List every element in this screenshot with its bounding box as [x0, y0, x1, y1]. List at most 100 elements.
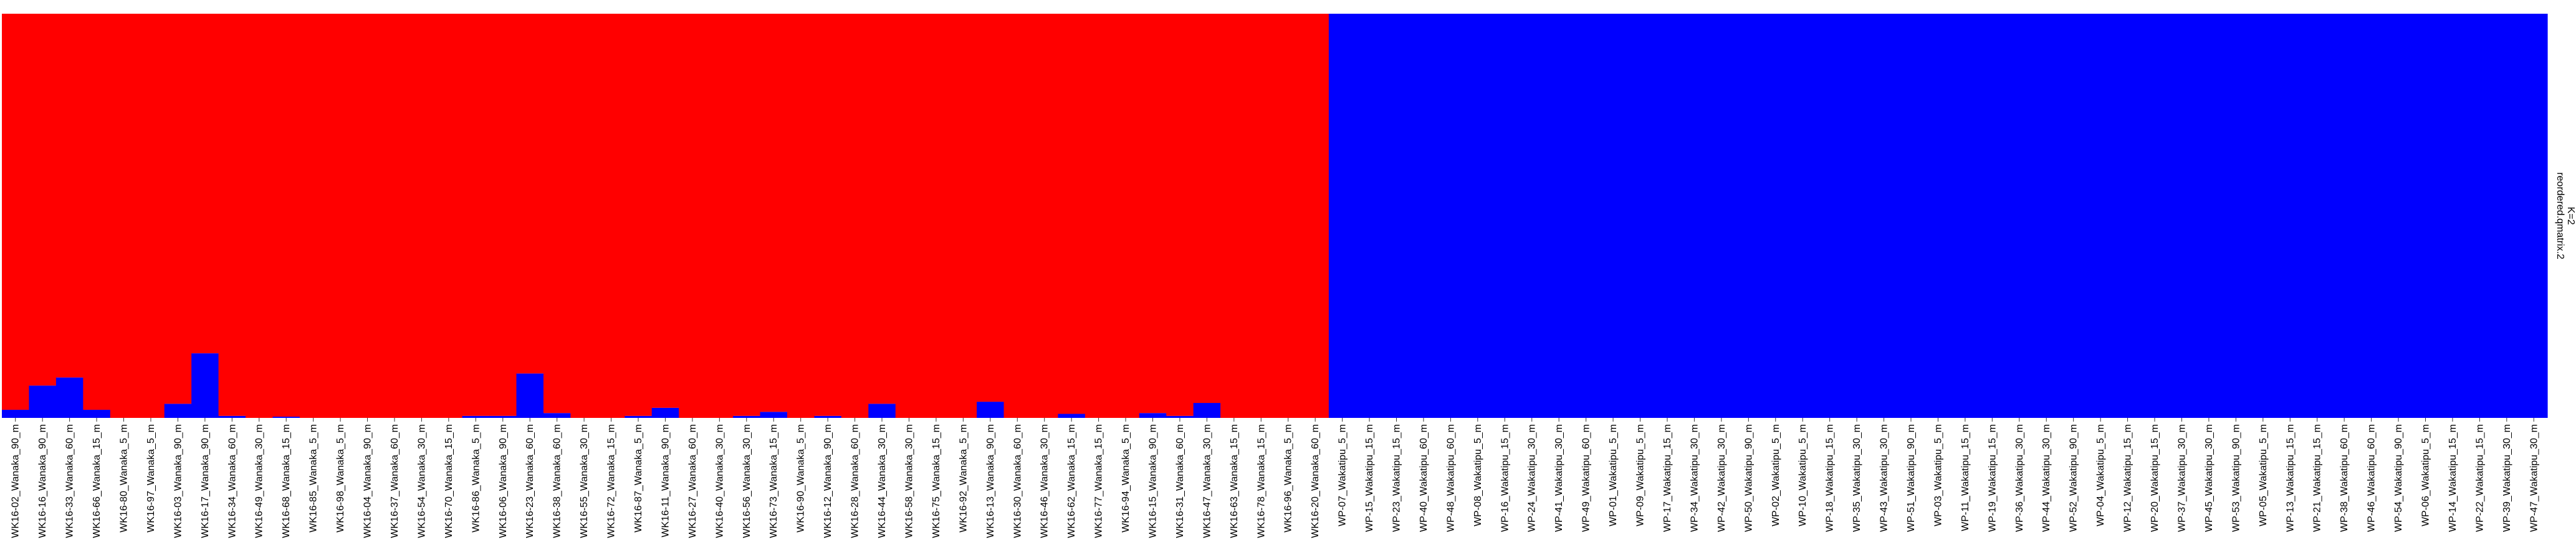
bar-segment-cluster1-WK16-72_Wanaka_15_m	[597, 14, 625, 418]
bar-segment-cluster2-WK16-73_Wanaka_15_m	[760, 412, 788, 418]
facet-strip-background	[2549, 14, 2576, 418]
bar-segment-cluster1-WK16-11_Wanaka_90_m	[651, 14, 679, 408]
x-tick-label: WP-53_Wakatipu_90_m	[2231, 424, 2241, 532]
bar-segment-cluster2-WP-40_Wakatipu_60_m	[1410, 14, 1438, 418]
x-tick-label: WK16-37_Wanaka_60_m	[390, 424, 400, 538]
bar-segment-cluster2-WP-16_Wakatipu_15_m	[1491, 14, 1519, 418]
x-tick-label: WP-36_Wakatipu_30_m	[2014, 424, 2025, 532]
bar-segment-cluster1-WK16-49_Wanaka_30_m	[246, 14, 274, 418]
x-tick-label: WK16-04_Wanaka_90_m	[363, 424, 373, 538]
x-tick-label: WK16-56_Wanaka_30_m	[742, 424, 752, 538]
x-tick-label: WK16-86_Wanaka_5_m	[471, 424, 481, 533]
x-tick-label: WP-34_Wakatipu_30_m	[1689, 424, 1700, 532]
x-tick-label: WP-13_Wakatipu_15_m	[2285, 424, 2296, 532]
bar-segment-cluster1-WK16-15_Wanaka_90_m	[1139, 14, 1167, 414]
x-tick-label: WK16-27_Wanaka_60_m	[687, 424, 698, 538]
x-tick-label: WK16-17_Wanaka_90_m	[200, 424, 211, 538]
x-tick-label: WK16-96_Wanaka_5_m	[1283, 424, 1294, 533]
bar-segment-cluster1-WK16-56_Wanaka_30_m	[733, 14, 761, 416]
bar-segment-cluster1-WK16-46_Wanaka_30_m	[1030, 14, 1059, 418]
x-tick-label: WP-21_Wakatipu_15_m	[2312, 424, 2323, 532]
bar-segment-cluster2-WP-11_Wakatipu_15_m	[1951, 14, 1980, 418]
bar-segment-cluster1-WK16-28_Wanaka_60_m	[841, 14, 869, 418]
bar-segment-cluster2-WP-07_Wakatipu_5_m	[1328, 14, 1356, 418]
bar-segment-cluster2-WP-45_Wakatipu_30_m	[2195, 14, 2223, 418]
bar-segment-cluster2-WP-39_Wakatipu_30_m	[2493, 14, 2521, 418]
x-tick-label: WK16-90_Wanaka_5_m	[796, 424, 807, 533]
x-tick-label: WK16-31_Wanaka_60_m	[1175, 424, 1185, 538]
bar-segment-cluster2-WP-22_Wakatipu_15_m	[2466, 14, 2494, 418]
bar-segment-cluster2-WP-44_Wakatipu_30_m	[2033, 14, 2061, 418]
bar-segment-cluster2-WP-43_Wakatipu_30_m	[1870, 14, 1898, 418]
bar-segment-cluster1-WK16-34_Wanaka_60_m	[218, 14, 246, 416]
x-tick-label: WK16-16_Wanaka_90_m	[37, 424, 48, 538]
x-tick-label: WP-17_Wakatipu_15_m	[1662, 424, 1673, 532]
x-tick-label: WP-38_Wakatipu_60_m	[2339, 424, 2350, 532]
bar-segment-cluster2-WP-10_Wakatipu_5_m	[1789, 14, 1817, 418]
bar-segment-cluster2-WK16-15_Wanaka_90_m	[1139, 413, 1167, 418]
x-tick-label: WP-49_Wakatipu_60_m	[1581, 424, 1592, 532]
bar-segment-cluster1-WK16-98_Wanaka_5_m	[327, 14, 355, 418]
x-tick-label: WK16-30_Wanaka_60_m	[1012, 424, 1023, 538]
bar-segment-cluster2-WP-42_Wakatipu_30_m	[1708, 14, 1736, 418]
bar-segment-cluster2-WP-46_Wakatipu_60_m	[2357, 14, 2385, 418]
bar-segment-cluster2-WP-48_Wakatipu_60_m	[1437, 14, 1465, 418]
x-tick-label: WP-51_Wakatipu_90_m	[1906, 424, 1917, 532]
x-tick-label: WK16-34_Wanaka_60_m	[227, 424, 237, 538]
bar-segment-cluster2-WP-08_Wakatipu_5_m	[1464, 14, 1492, 418]
x-tick-label: WP-40_Wakatipu_60_m	[1419, 424, 1429, 532]
bar-segment-cluster2-WK16-02_Wanaka_90_m	[2, 410, 30, 418]
bar-segment-cluster2-WP-47_Wakatipu_30_m	[2520, 14, 2548, 418]
bar-segment-cluster1-WK16-86_Wanaka_5_m	[462, 14, 490, 416]
bar-segment-cluster2-WP-04_Wakatipu_5_m	[2087, 14, 2115, 418]
x-tick-label: WK16-38_Wanaka_60_m	[552, 424, 563, 538]
x-tick-label: WP-04_Wakatipu_5_m	[2095, 424, 2106, 526]
bar-segment-cluster2-WP-52_Wakatipu_90_m	[2059, 14, 2088, 418]
x-tick-label: WK16-98_Wanaka_5_m	[335, 424, 346, 533]
bar-segment-cluster2-WP-17_Wakatipu_15_m	[1654, 14, 1682, 418]
x-tick-label: WP-01_Wakatipu_5_m	[1608, 424, 1619, 526]
bar-segment-cluster1-WK16-44_Wanaka_30_m	[868, 14, 896, 404]
x-tick-label: WK16-20_Wanaka_60_m	[1310, 424, 1321, 538]
bar-segment-cluster1-WK16-78_Wanaka_15_m	[1247, 14, 1275, 418]
bar-segment-cluster2-WK16-12_Wanaka_90_m	[814, 415, 842, 418]
x-tick-label: WP-54_Wakatipu_90_m	[2393, 424, 2404, 532]
x-tick-label: WP-11_Wakatipu_15_m	[1960, 424, 1971, 531]
bar-segment-cluster2-WP-18_Wakatipu_15_m	[1816, 14, 1844, 418]
x-tick-label: WK16-15_Wanaka_90_m	[1147, 424, 1158, 538]
x-tick-label: WK16-85_Wanaka_5_m	[309, 424, 319, 533]
bar-segment-cluster2-WK16-16_Wanaka_90_m	[29, 385, 57, 418]
x-tick-label: WK16-70_Wanaka_15_m	[444, 424, 454, 538]
bar-segment-cluster1-WK16-94_Wanaka_5_m	[1112, 14, 1140, 418]
bar-segment-cluster1-WK16-06_Wanaka_90_m	[489, 14, 517, 416]
x-tick-label: WP-42_Wakatipu_30_m	[1717, 424, 1727, 532]
bar-segment-cluster2-WP-02_Wakatipu_5_m	[1762, 14, 1790, 418]
bar-segment-cluster2-WP-24_Wakatipu_30_m	[1518, 14, 1546, 418]
x-tick-label: WK16-94_Wanaka_5_m	[1121, 424, 1131, 533]
x-tick-label: WP-39_Wakatipu_30_m	[2502, 424, 2512, 532]
x-tick-label: WK16-44_Wanaka_30_m	[877, 424, 888, 538]
x-tick-label: WK16-75_Wanaka_15_m	[931, 424, 942, 538]
bar-segment-cluster2-WP-35_Wakatipu_30_m	[1843, 14, 1871, 418]
x-tick-label: WP-15_Wakatipu_15_m	[1364, 424, 1375, 532]
x-tick-label: WK16-49_Wanaka_30_m	[254, 424, 265, 538]
bar-segment-cluster2-WP-50_Wakatipu_90_m	[1735, 14, 1763, 418]
x-tick-label: WK16-92_Wanaka_5_m	[958, 424, 969, 533]
bar-segment-cluster1-WK16-04_Wanaka_90_m	[353, 14, 381, 418]
facet-label-k: K=2	[2565, 207, 2576, 225]
bar-segment-cluster1-WK16-20_Wanaka_60_m	[1301, 14, 1329, 418]
bar-segment-cluster1-WK16-87_Wanaka_5_m	[625, 14, 653, 416]
bar-segment-cluster2-WP-05_Wakatipu_5_m	[2249, 14, 2277, 418]
bar-segment-cluster2-WP-23_Wakatipu_15_m	[1382, 14, 1410, 418]
x-tick-label: WP-02_Wakatipu_5_m	[1771, 424, 1781, 526]
bar-segment-cluster1-WK16-75_Wanaka_15_m	[922, 14, 950, 418]
bar-segment-cluster1-WK16-16_Wanaka_90_m	[29, 14, 57, 386]
x-tick-label: WK16-11_Wanaka_90_m	[660, 424, 671, 537]
x-tick-label: WK16-06_Wanaka_90_m	[498, 424, 509, 538]
x-tick-label: WP-47_Wakatipu_30_m	[2529, 424, 2539, 532]
bar-segment-cluster1-WK16-54_Wanaka_30_m	[408, 14, 436, 418]
bar-segment-cluster2-WP-13_Wakatipu_15_m	[2276, 14, 2304, 418]
bar-segment-cluster2-WP-36_Wakatipu_30_m	[2006, 14, 2034, 418]
bar-segment-cluster1-WK16-33_Wanaka_60_m	[55, 14, 84, 378]
x-tick-label: WP-08_Wakatipu_5_m	[1473, 424, 1483, 526]
